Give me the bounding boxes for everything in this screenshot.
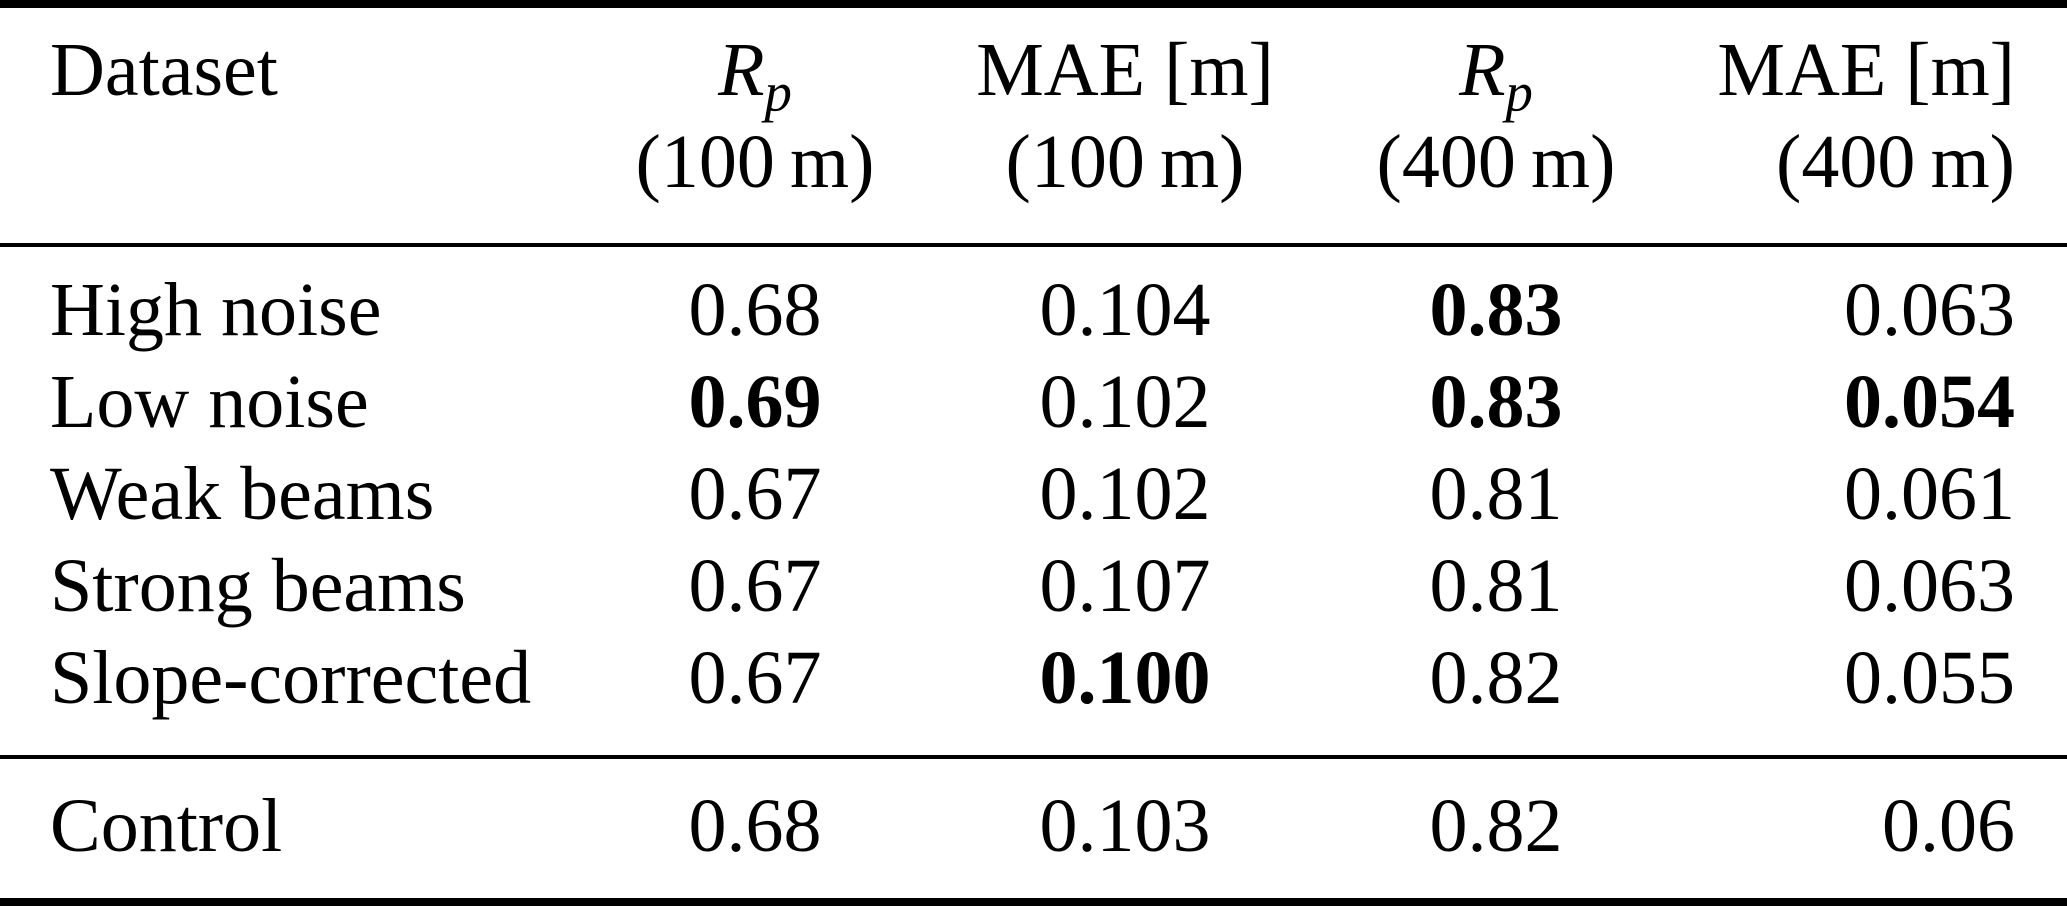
rp-400m-value: 0.81 (1429, 452, 1563, 536)
mae-400m-value: 0.055 (1844, 636, 2015, 720)
column-header-mae-400m: MAE [m] (400 m) (1632, 0, 2067, 247)
column-header-mae-100m: MAE [m] (100 m) (890, 0, 1360, 247)
mae-400m-value: 0.054 (1844, 360, 2015, 444)
rp-100m-value: 0.68 (620, 755, 890, 906)
row-strong-beams: Strong beams 0.67 0.107 0.81 0.063 (0, 540, 2067, 632)
rp-400m-value: 0.83 (1429, 268, 1563, 352)
header-dataset-line2 (50, 116, 620, 208)
row-high-noise: High noise 0.68 0.104 0.83 0.063 (0, 245, 2067, 356)
rp-100m-value: 0.68 (688, 268, 822, 352)
rp-400m-value: 0.83 (1429, 360, 1563, 444)
dataset-label: Strong beams (50, 544, 466, 628)
dataset-label: High noise (50, 268, 382, 352)
mae-400m-value: 0.06 (1632, 755, 2067, 906)
header-rp-400m-unit: (400 m) (1376, 120, 1616, 204)
mae-100m-value: 0.100 (1039, 636, 1211, 720)
row-weak-beams: Weak beams 0.67 0.102 0.81 0.061 (0, 448, 2067, 540)
table-body: High noise 0.68 0.104 0.83 0.063 Low noi… (0, 245, 2067, 757)
header-row: Dataset Rp (100 m) MAE [m] (100 m) Rp (4… (0, 0, 2067, 247)
table-header: Dataset Rp (100 m) MAE [m] (100 m) Rp (4… (0, 0, 2067, 247)
row-slope-corrected: Slope-corrected 0.67 0.100 0.82 0.055 (0, 632, 2067, 757)
rp-400m-value: 0.82 (1429, 636, 1563, 720)
rp-400m-value: 0.81 (1429, 544, 1563, 628)
row-low-noise: Low noise 0.69 0.102 0.83 0.054 (0, 356, 2067, 448)
mae-100m-value: 0.102 (1039, 360, 1211, 444)
row-control: Control 0.68 0.103 0.82 0.06 (0, 755, 2067, 906)
mae-400m-value: 0.061 (1844, 452, 2015, 536)
dataset-label: Slope-corrected (50, 636, 532, 720)
mae-400m-value: 0.063 (1844, 544, 2015, 628)
mae-100m-value: 0.103 (890, 755, 1360, 906)
header-mae-400m-label: MAE [m] (1717, 28, 2015, 112)
header-mae-400m-unit: (400 m) (1776, 120, 2015, 204)
column-header-rp-100m: Rp (100 m) (620, 0, 890, 247)
header-rp-100m-symbol: Rp (718, 28, 792, 124)
header-rp-100m-unit: (100 m) (635, 120, 875, 204)
rp-100m-value: 0.69 (688, 360, 822, 444)
mae-100m-value: 0.102 (1039, 452, 1211, 536)
column-header-dataset: Dataset (0, 0, 620, 247)
rp-100m-value: 0.67 (688, 636, 822, 720)
header-mae-100m-unit: (100 m) (1005, 120, 1245, 204)
column-header-rp-400m: Rp (400 m) (1360, 0, 1632, 247)
header-mae-100m-label: MAE [m] (976, 28, 1274, 112)
rp-100m-value: 0.67 (688, 452, 822, 536)
header-dataset-label: Dataset (50, 28, 278, 112)
dataset-label: Control (0, 755, 620, 906)
rp-400m-value: 0.82 (1360, 755, 1632, 906)
table-footer: Control 0.68 0.103 0.82 0.06 (0, 755, 2067, 906)
mae-100m-value: 0.107 (1039, 544, 1211, 628)
rp-100m-value: 0.67 (688, 544, 822, 628)
mae-400m-value: 0.063 (1844, 268, 2015, 352)
mae-100m-value: 0.104 (1039, 268, 1211, 352)
dataset-label: Weak beams (50, 452, 435, 536)
dataset-label: Low noise (50, 360, 369, 444)
header-rp-400m-symbol: Rp (1459, 28, 1533, 124)
